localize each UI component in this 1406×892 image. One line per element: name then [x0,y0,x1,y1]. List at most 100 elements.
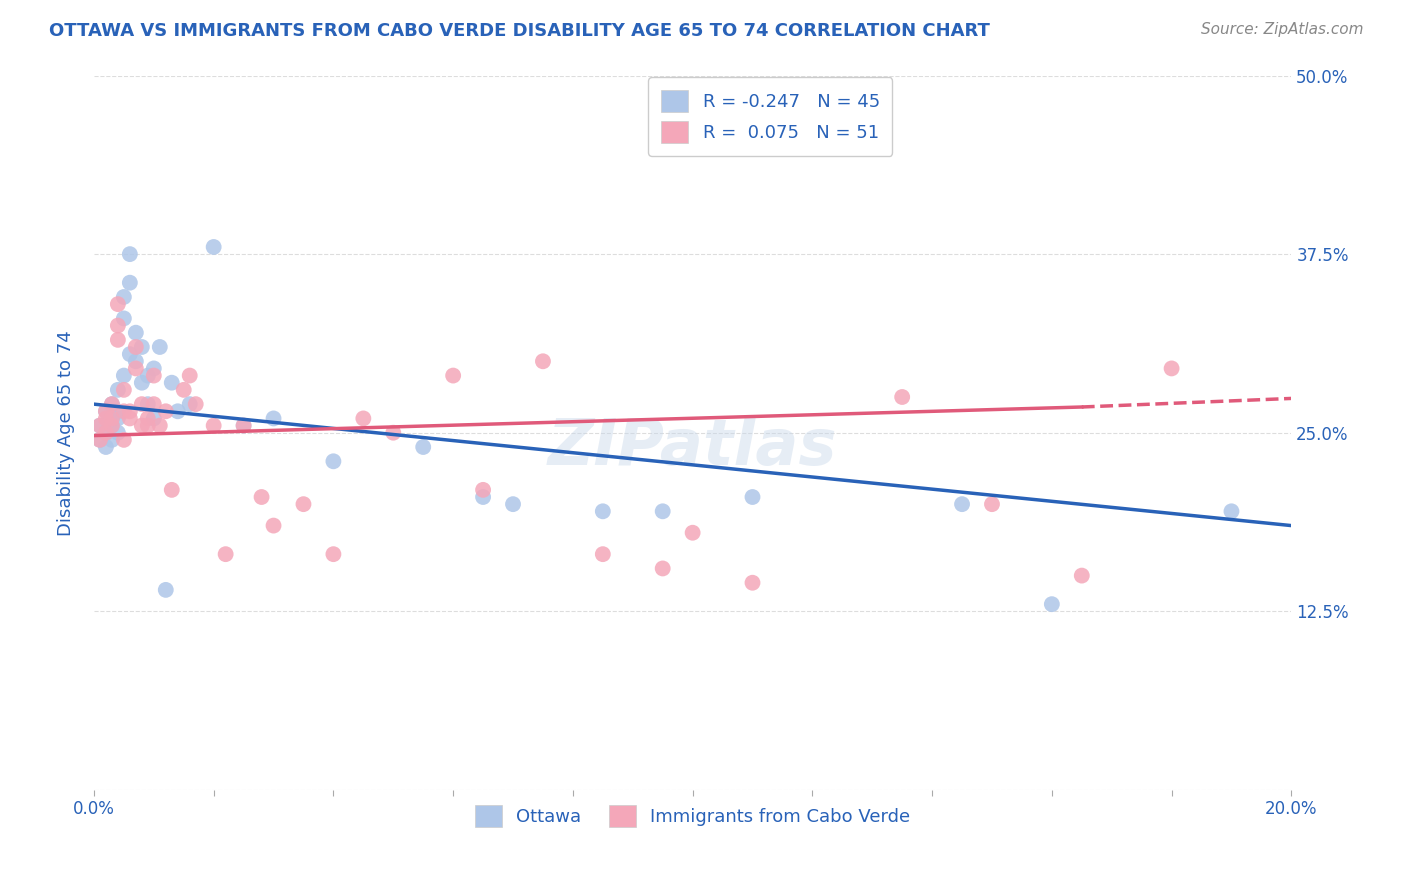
Point [89,433,111,447]
Point [118,404,141,418]
Point [94,425,117,440]
Point [94,440,117,454]
Point [891,390,914,404]
Point [118,411,141,425]
Point [136,368,159,383]
Point [131,397,153,411]
Point [125,354,148,368]
Point [741,575,763,590]
Point [101,418,124,433]
Point [651,504,673,518]
Point [94,411,117,425]
Point [412,440,434,454]
Point [155,582,177,597]
Point [118,247,141,261]
Point [149,418,172,433]
Point [112,433,135,447]
Point [322,454,344,468]
Point [125,361,148,376]
Point [107,411,129,425]
Point [131,376,153,390]
Point [472,490,495,504]
Point [741,490,763,504]
Point [292,497,315,511]
Point [136,418,159,433]
Point [101,411,124,425]
Point [1160,361,1182,376]
Point [263,411,285,425]
Legend: Ottawa, Immigrants from Cabo Verde: Ottawa, Immigrants from Cabo Verde [468,798,918,835]
Point [184,397,207,411]
Point [112,290,135,304]
Point [179,368,201,383]
Point [1220,504,1243,518]
Point [382,425,405,440]
Point [155,404,177,418]
Point [94,404,117,418]
Point [592,547,614,561]
Point [118,276,141,290]
Point [160,376,183,390]
Point [531,354,554,368]
Point [112,404,135,418]
Point [441,368,464,383]
Text: Source: ZipAtlas.com: Source: ZipAtlas.com [1201,22,1364,37]
Point [131,418,153,433]
Point [107,297,129,311]
Point [232,418,254,433]
Point [202,418,225,433]
Point [250,490,273,504]
Point [592,504,614,518]
Point [232,418,254,433]
Point [472,483,495,497]
Point [352,411,374,425]
Point [89,418,111,433]
Point [112,368,135,383]
Point [214,547,236,561]
Point [179,397,201,411]
Text: OTTAWA VS IMMIGRANTS FROM CABO VERDE DISABILITY AGE 65 TO 74 CORRELATION CHART: OTTAWA VS IMMIGRANTS FROM CABO VERDE DIS… [49,22,990,40]
Point [112,383,135,397]
Point [89,418,111,433]
Point [94,425,117,440]
Point [142,411,165,425]
Point [136,411,159,425]
Point [136,397,159,411]
Point [118,347,141,361]
Point [107,404,129,418]
Point [94,404,117,418]
Point [160,483,183,497]
Point [101,418,124,433]
Point [142,361,165,376]
Point [142,397,165,411]
Point [101,411,124,425]
Point [107,383,129,397]
Point [149,340,172,354]
Point [131,340,153,354]
Text: ZIPatlas: ZIPatlas [548,416,838,478]
Point [112,311,135,326]
Point [89,433,111,447]
Point [1070,568,1092,582]
Point [107,425,129,440]
Y-axis label: Disability Age 65 to 74: Disability Age 65 to 74 [58,330,75,535]
Point [142,368,165,383]
Point [981,497,1004,511]
Point [125,326,148,340]
Point [101,397,124,411]
Point [950,497,973,511]
Point [173,383,195,397]
Point [322,547,344,561]
Point [651,561,673,575]
Point [502,497,524,511]
Point [263,518,285,533]
Point [166,404,188,418]
Point [107,333,129,347]
Point [682,525,704,540]
Point [202,240,225,254]
Point [1040,597,1063,611]
Point [831,83,853,97]
Point [101,397,124,411]
Point [101,433,124,447]
Point [125,340,148,354]
